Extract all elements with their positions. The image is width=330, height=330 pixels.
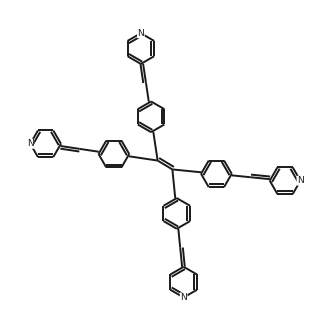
Text: N: N (27, 139, 34, 148)
Text: N: N (180, 293, 187, 302)
Text: N: N (138, 29, 144, 38)
Text: N: N (297, 176, 304, 185)
